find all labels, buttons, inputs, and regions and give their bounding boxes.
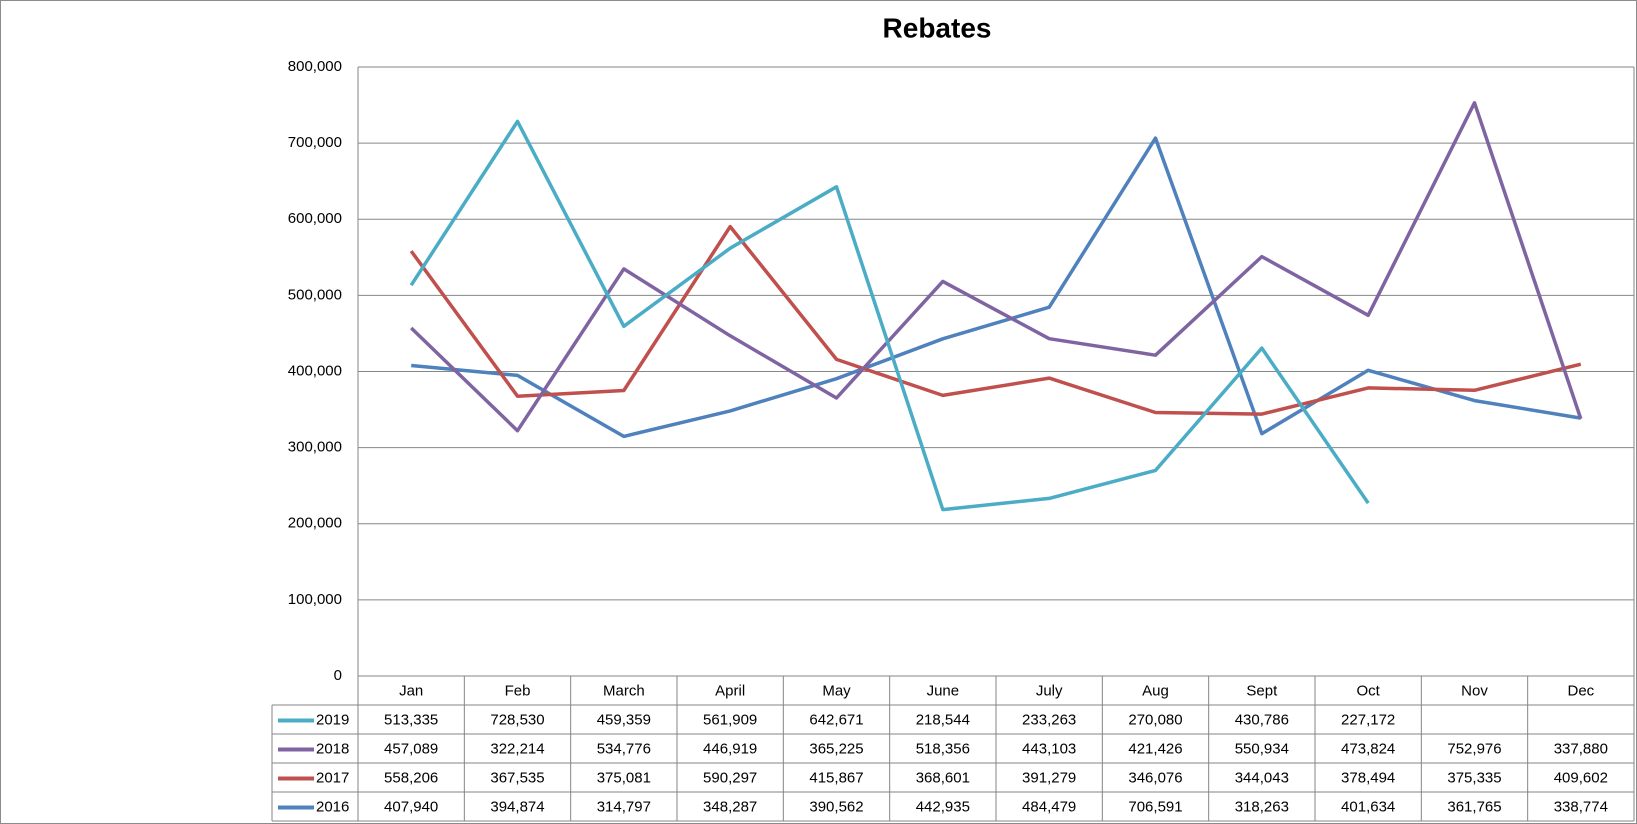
table-value: 314,797 [597,798,651,815]
table-value: 375,335 [1447,769,1501,786]
y-tick-label: 300,000 [288,439,342,456]
y-tick-label: 0 [334,667,342,684]
x-tick-label: Oct [1356,682,1380,699]
table-value: 443,103 [1022,740,1076,757]
table-value: 459,359 [597,711,651,728]
table-value: 401,634 [1341,798,1395,815]
table-value: 270,080 [1128,711,1182,728]
y-tick-label: 200,000 [288,515,342,532]
table-value: 394,874 [490,798,544,815]
legend-label: 2016 [316,798,349,815]
x-tick-label: June [927,682,960,699]
table-value: 706,591 [1128,798,1182,815]
table-value: 728,530 [490,711,544,728]
legend-label: 2017 [316,769,349,786]
table-value: 550,934 [1235,740,1289,757]
table-value: 375,081 [597,769,651,786]
x-tick-label: Jan [399,682,423,699]
table-value: 642,671 [809,711,863,728]
table-value: 344,043 [1235,769,1289,786]
table-value: 446,919 [703,740,757,757]
x-tick-label: Sept [1246,682,1278,699]
x-tick-label: Aug [1142,682,1169,699]
table-value: 338,774 [1554,798,1608,815]
x-tick-label: April [715,682,745,699]
table-value: 442,935 [916,798,970,815]
table-value: 218,544 [916,711,970,728]
table-value: 752,976 [1447,740,1501,757]
table-value: 322,214 [490,740,544,757]
y-tick-label: 100,000 [288,591,342,608]
y-tick-label: 700,000 [288,134,342,151]
table-value: 337,880 [1554,740,1608,757]
table-value: 513,335 [384,711,438,728]
table-value: 365,225 [809,740,863,757]
table-value: 367,535 [490,769,544,786]
table-value: 391,279 [1022,769,1076,786]
table-value: 361,765 [1447,798,1501,815]
table-value: 233,263 [1022,711,1076,728]
table-value: 558,206 [384,769,438,786]
table-value: 518,356 [916,740,970,757]
legend-label: 2018 [316,740,349,757]
series-line [409,224,1582,416]
table-value: 590,297 [703,769,757,786]
table-value: 390,562 [809,798,863,815]
table-value: 484,479 [1022,798,1076,815]
table-value: 348,287 [703,798,757,815]
y-tick-label: 600,000 [288,210,342,227]
table-value: 473,824 [1341,740,1395,757]
table-value: 368,601 [916,769,970,786]
table-value: 227,172 [1341,711,1395,728]
table-value: 415,867 [809,769,863,786]
table-value: 378,494 [1341,769,1395,786]
table-value: 346,076 [1128,769,1182,786]
legend-label: 2019 [316,711,349,728]
series-line [411,136,1582,439]
table-value: 457,089 [384,740,438,757]
x-tick-label: Feb [505,682,531,699]
table-value: 421,426 [1128,740,1182,757]
chart-title: Rebates [883,12,992,43]
x-tick-label: March [603,682,645,699]
y-tick-label: 400,000 [288,362,342,379]
series-line [409,119,1370,512]
table-value: 561,909 [703,711,757,728]
table-value: 409,602 [1554,769,1608,786]
x-tick-label: July [1036,682,1063,699]
table-value: 430,786 [1235,711,1289,728]
table-value: 407,940 [384,798,438,815]
y-tick-label: 800,000 [288,58,342,75]
x-tick-label: May [822,682,851,699]
table-value: 318,263 [1235,798,1289,815]
x-tick-label: Nov [1461,682,1488,699]
table-value: 534,776 [597,740,651,757]
x-tick-label: Dec [1567,682,1594,699]
y-tick-label: 500,000 [288,286,342,303]
